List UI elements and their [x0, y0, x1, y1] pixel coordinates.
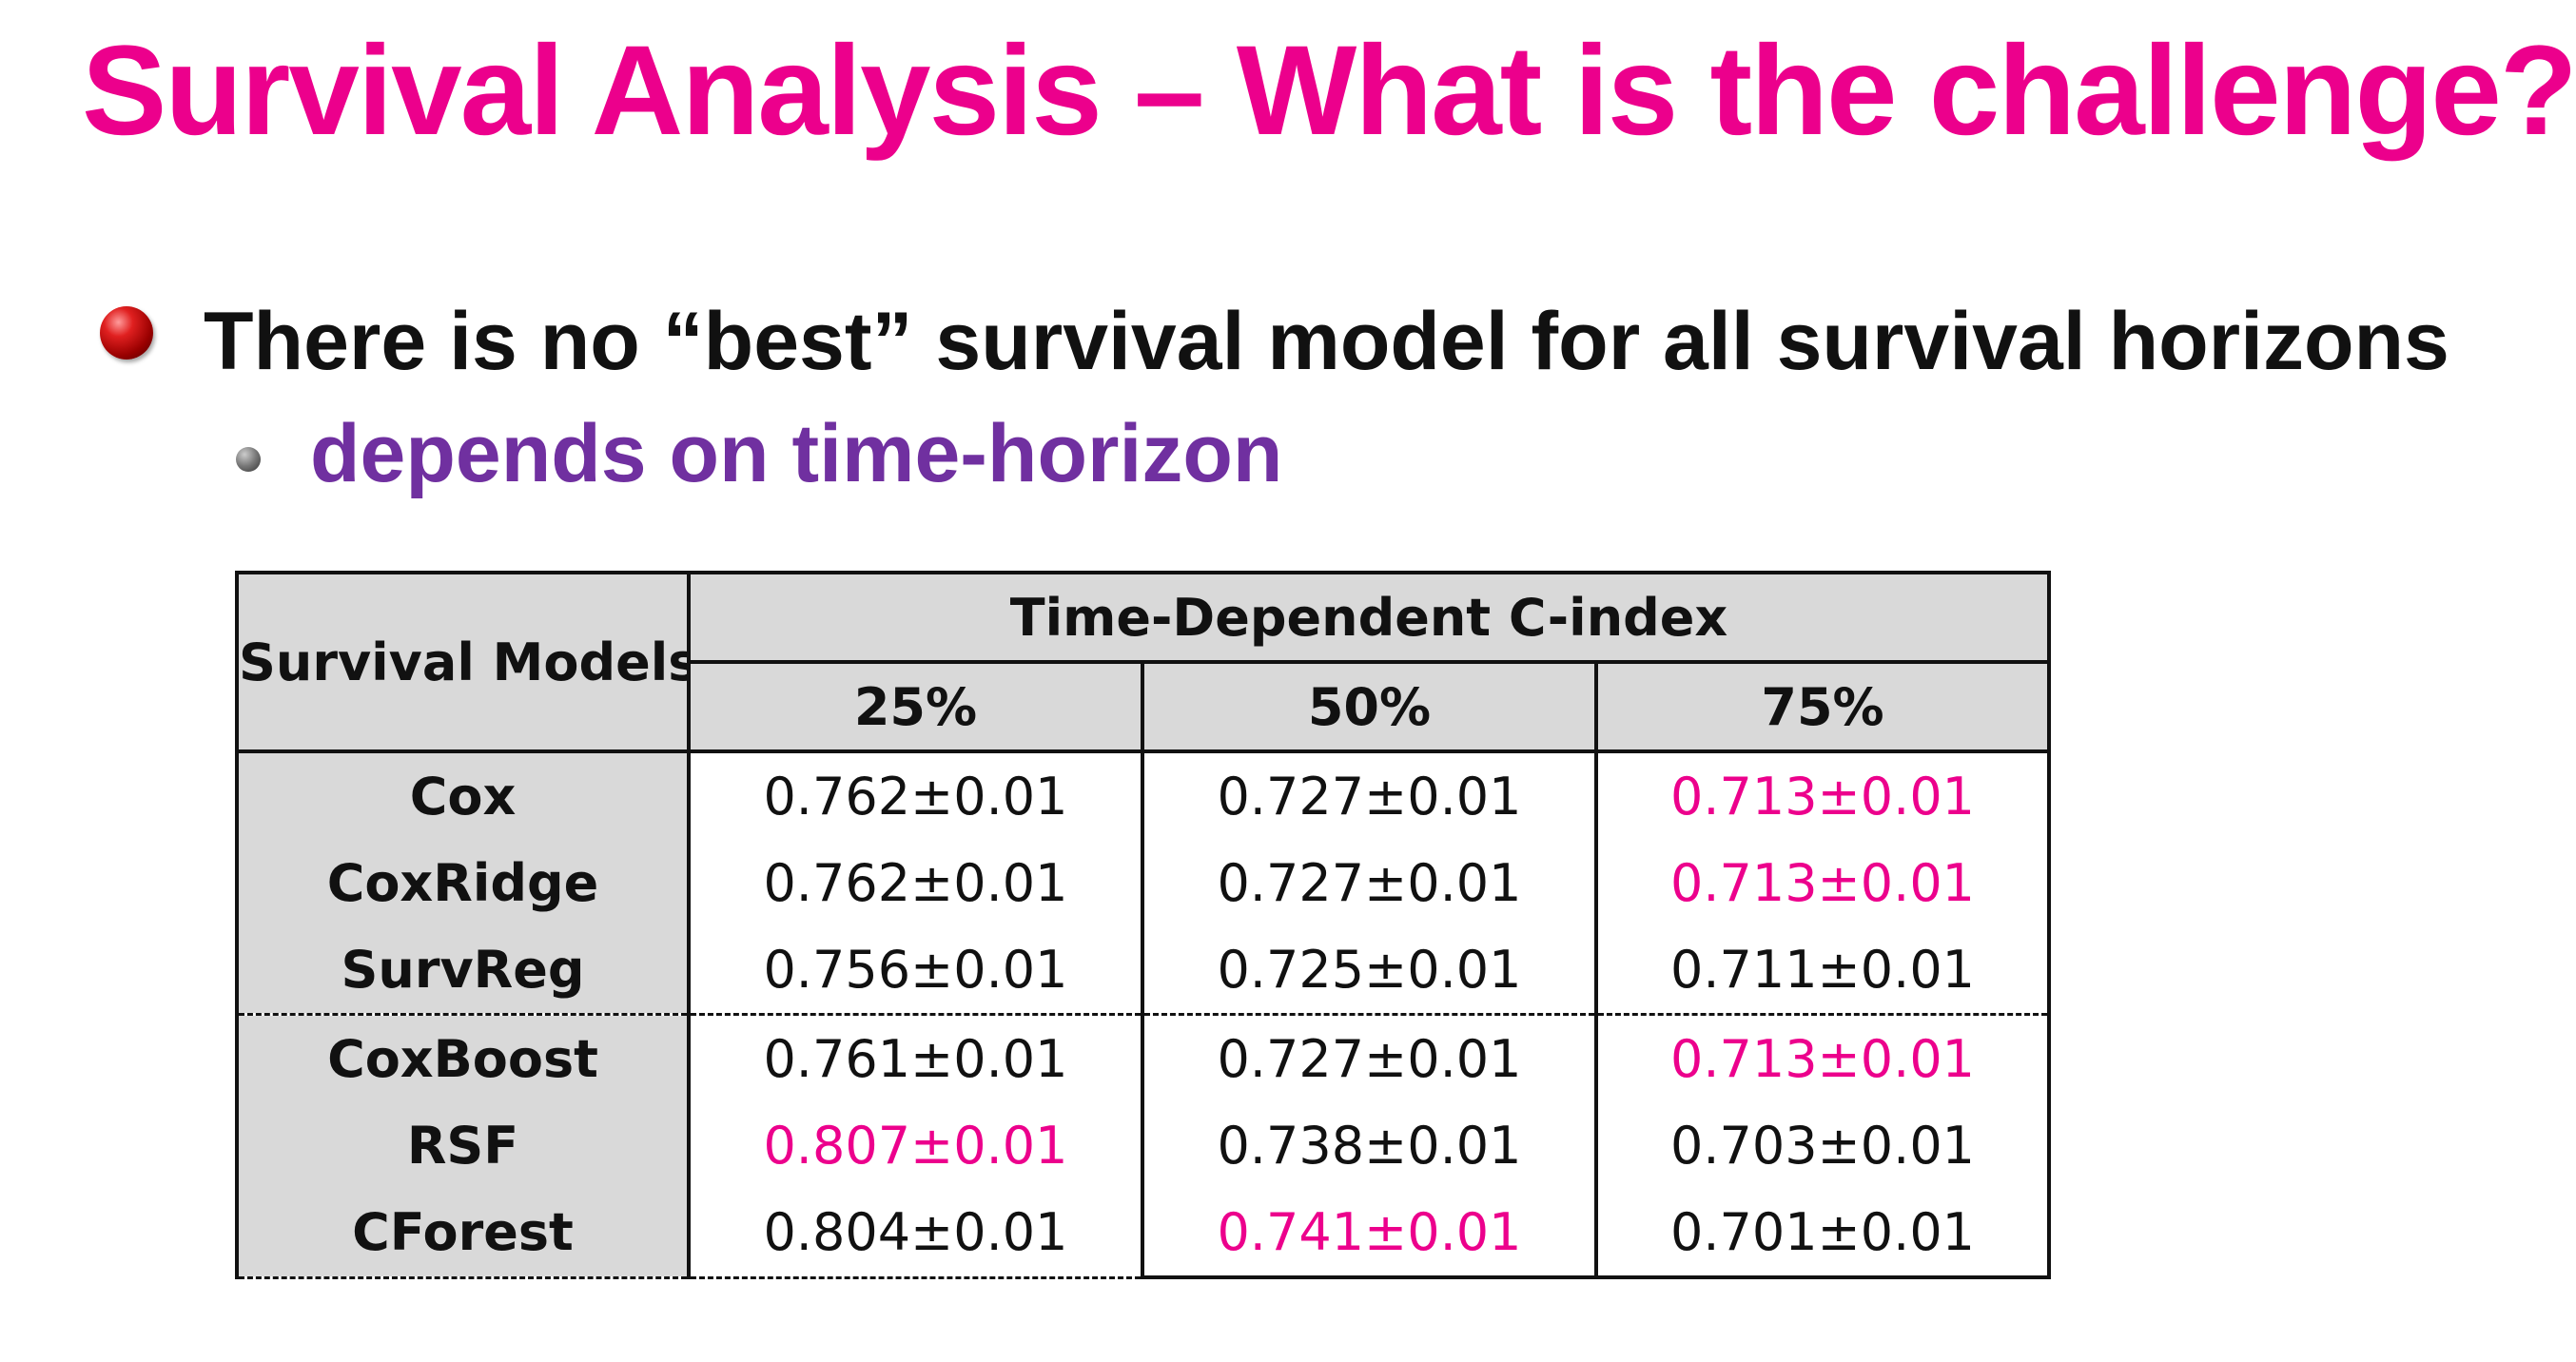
table-row: SurvReg 0.756±0.01 0.725±0.01 0.711±0.01: [235, 926, 2052, 1015]
metric-header: Time-Dependent C-index: [686, 571, 2052, 664]
row-header-survival-models: Survival Models: [235, 571, 691, 753]
c-index-value-cell: 0.756±0.01: [687, 926, 1144, 1015]
table-row: CoxBoost 0.761±0.01 0.727±0.01 0.713±0.01: [235, 1013, 2052, 1102]
red-sphere-bullet-icon: [100, 306, 153, 360]
c-index-value-cell: 0.713±0.01: [1593, 1013, 2052, 1102]
model-name-cell: SurvReg: [235, 926, 691, 1015]
c-index-value-cell: 0.727±0.01: [1141, 1013, 1598, 1102]
model-name-cell: CoxBoost: [235, 1013, 691, 1102]
table-body: Cox 0.762±0.01 0.727±0.01 0.713±0.01 CoxRidg…: [235, 751, 2052, 1279]
table-row: CForest 0.804±0.01 0.741±0.01 0.701±0.01: [235, 1189, 2052, 1279]
grey-dot-bullet-icon: [236, 447, 261, 472]
table-row: Cox 0.762±0.01 0.727±0.01 0.713±0.01: [235, 751, 2052, 840]
slide-title: Survival Analysis – What is the challeng…: [82, 20, 2576, 162]
c-index-value-cell: 0.713±0.01: [1593, 840, 2052, 926]
model-name-cell: RSF: [235, 1102, 691, 1189]
model-name-cell: CForest: [235, 1189, 691, 1279]
c-index-value-cell: 0.741±0.01: [1141, 1189, 1598, 1279]
c-index-value-cell: 0.762±0.01: [687, 751, 1144, 840]
model-name-cell: CoxRidge: [235, 840, 691, 926]
c-index-value-cell: 0.703±0.01: [1593, 1102, 2052, 1189]
model-name-cell: Cox: [235, 751, 691, 840]
c-index-value-cell: 0.762±0.01: [687, 840, 1144, 926]
c-index-value-cell: 0.738±0.01: [1141, 1102, 1598, 1189]
table-row: RSF 0.807±0.01 0.738±0.01 0.703±0.01: [235, 1102, 2052, 1189]
sub-bullet-text: depends on time-horizon: [310, 408, 1283, 499]
c-index-value-cell: 0.725±0.01: [1141, 926, 1598, 1015]
c-index-value-cell: 0.701±0.01: [1593, 1189, 2052, 1279]
horizon-header-50: 50%: [1141, 660, 1598, 753]
c-index-value-cell: 0.711±0.01: [1593, 926, 2052, 1015]
c-index-value-cell: 0.807±0.01: [687, 1102, 1144, 1189]
c-index-value-cell: 0.804±0.01: [687, 1189, 1144, 1279]
table-row: CoxRidge 0.762±0.01 0.727±0.01 0.713±0.01: [235, 840, 2052, 926]
c-index-value-cell: 0.713±0.01: [1593, 751, 2052, 840]
horizon-header-25: 25%: [687, 660, 1144, 753]
c-index-value-cell: 0.727±0.01: [1141, 751, 1598, 840]
c-index-value-cell: 0.727±0.01: [1141, 840, 1598, 926]
c-index-table: Survival Models Time-Dependent C-index 2…: [235, 571, 2052, 1279]
c-index-value-cell: 0.761±0.01: [687, 1013, 1144, 1102]
horizon-header-75: 75%: [1593, 660, 2052, 753]
bullet-text: There is no “best” survival model for al…: [204, 296, 2449, 387]
